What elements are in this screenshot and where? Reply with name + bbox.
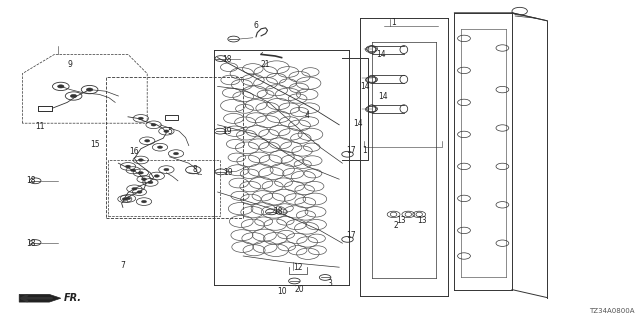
Text: 13: 13 <box>417 216 428 225</box>
Text: 14: 14 <box>378 92 388 100</box>
Circle shape <box>157 146 163 148</box>
Text: FR.: FR. <box>64 293 82 303</box>
Text: 17: 17 <box>346 231 356 240</box>
Text: 15: 15 <box>90 140 100 149</box>
Text: 4: 4 <box>305 111 310 120</box>
Circle shape <box>70 94 77 98</box>
Circle shape <box>151 124 156 126</box>
Circle shape <box>141 200 147 203</box>
Circle shape <box>164 168 169 171</box>
Circle shape <box>164 130 169 132</box>
Circle shape <box>125 197 131 200</box>
Circle shape <box>137 191 142 193</box>
Circle shape <box>58 85 64 88</box>
Circle shape <box>122 198 127 200</box>
Text: 12: 12 <box>293 263 302 272</box>
Circle shape <box>86 88 93 91</box>
Text: 21: 21 <box>261 60 270 68</box>
Text: 18: 18 <box>274 207 283 216</box>
Text: 20: 20 <box>294 285 304 294</box>
Text: 13: 13 <box>396 216 406 225</box>
Text: 19: 19 <box>223 168 234 177</box>
Circle shape <box>138 117 143 120</box>
Bar <box>108 160 220 216</box>
Text: 3: 3 <box>327 279 332 288</box>
Text: 1: 1 <box>362 146 367 155</box>
Text: 10: 10 <box>276 287 287 296</box>
Text: 18: 18 <box>26 239 35 248</box>
Text: 1: 1 <box>391 18 396 27</box>
Text: 18: 18 <box>223 55 232 64</box>
Text: 9: 9 <box>68 60 73 68</box>
Polygon shape <box>19 294 61 302</box>
Circle shape <box>138 172 143 174</box>
Text: 16: 16 <box>129 147 140 156</box>
Bar <box>38 106 52 111</box>
Circle shape <box>173 152 179 155</box>
Bar <box>38 106 52 111</box>
Text: 7: 7 <box>120 261 125 270</box>
Text: 14: 14 <box>360 82 370 91</box>
Circle shape <box>132 188 137 190</box>
Text: 2: 2 <box>393 221 398 230</box>
Circle shape <box>131 169 136 172</box>
Circle shape <box>148 181 153 184</box>
Text: 11: 11 <box>35 122 44 131</box>
Text: 6: 6 <box>253 21 259 30</box>
Text: 8: 8 <box>193 165 198 174</box>
Text: 14: 14 <box>376 50 386 59</box>
Bar <box>165 115 178 120</box>
Text: 14: 14 <box>353 119 364 128</box>
Text: TZ34A0800A: TZ34A0800A <box>589 308 635 314</box>
Circle shape <box>125 165 131 168</box>
Text: 17: 17 <box>346 146 356 155</box>
Circle shape <box>145 140 150 142</box>
Text: 5: 5 <box>167 127 172 136</box>
Text: 18: 18 <box>26 176 35 185</box>
Text: 19: 19 <box>222 127 232 136</box>
Circle shape <box>138 159 143 161</box>
Circle shape <box>141 178 147 180</box>
Circle shape <box>154 175 159 177</box>
Bar <box>106 77 243 218</box>
